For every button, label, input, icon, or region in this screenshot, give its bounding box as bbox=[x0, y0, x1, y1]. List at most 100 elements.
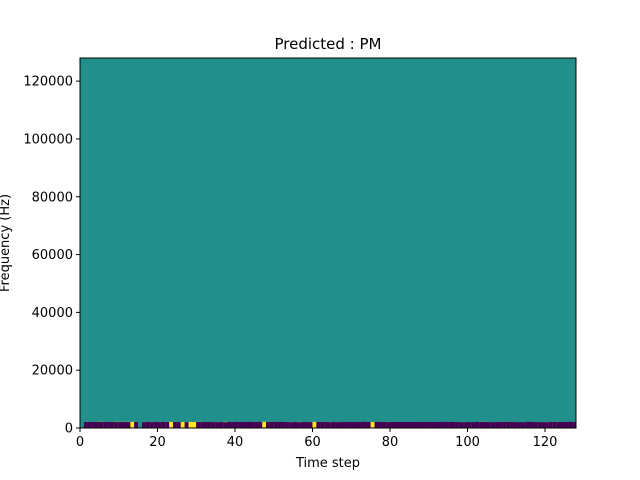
low-value-cell bbox=[238, 422, 243, 428]
low-value-cell bbox=[362, 421, 367, 428]
x-axis-label: Time step bbox=[295, 456, 360, 471]
low-value-cell bbox=[196, 422, 201, 428]
low-value-cell bbox=[328, 422, 332, 428]
low-value-cell bbox=[405, 422, 410, 428]
low-value-cell bbox=[498, 421, 503, 428]
low-value-cell bbox=[242, 421, 247, 428]
low-value-cell bbox=[227, 422, 232, 428]
low-value-cell bbox=[560, 422, 565, 428]
low-value-cell bbox=[432, 422, 437, 428]
low-value-cell bbox=[339, 422, 344, 428]
low-value-cell bbox=[483, 422, 487, 428]
low-value-cell bbox=[548, 421, 553, 428]
low-value-cell bbox=[165, 422, 170, 428]
low-value-cell bbox=[161, 421, 166, 428]
high-value-cell bbox=[192, 422, 197, 428]
low-value-cell bbox=[266, 422, 270, 428]
low-value-cell bbox=[215, 422, 220, 428]
low-value-cell bbox=[382, 422, 387, 428]
x-tick-label: 40 bbox=[227, 435, 244, 450]
low-value-cell bbox=[235, 421, 239, 428]
low-value-cell bbox=[452, 422, 456, 428]
low-value-cell bbox=[122, 422, 127, 428]
low-value-cell bbox=[467, 422, 472, 428]
plot-frame bbox=[79, 57, 577, 429]
y-tick-label: 100000 bbox=[23, 132, 73, 147]
low-value-cell bbox=[184, 422, 189, 428]
low-value-cell bbox=[335, 422, 340, 428]
y-tick-label: 80000 bbox=[32, 190, 73, 205]
low-value-cell bbox=[297, 422, 301, 428]
low-value-cell bbox=[448, 422, 452, 428]
x-axis: 0 20 40 60 80 100 120 bbox=[76, 428, 558, 450]
low-value-cell bbox=[552, 422, 557, 428]
low-value-cell bbox=[564, 422, 569, 428]
low-value-cell bbox=[316, 422, 321, 428]
high-value-cell bbox=[169, 422, 173, 428]
low-value-cell bbox=[471, 422, 476, 428]
low-value-cell bbox=[324, 421, 328, 428]
low-value-cell bbox=[424, 422, 429, 428]
low-value-cell bbox=[409, 422, 414, 428]
low-value-cell bbox=[134, 422, 139, 428]
x-tick-label: 80 bbox=[382, 435, 399, 450]
low-value-cell bbox=[486, 422, 491, 428]
y-tick-label: 60000 bbox=[32, 248, 73, 263]
low-value-cell bbox=[355, 422, 359, 428]
low-value-cell bbox=[393, 422, 398, 428]
low-value-cell bbox=[401, 422, 406, 428]
low-value-cell bbox=[111, 421, 115, 428]
chart-title: Predicted : PM bbox=[275, 35, 382, 53]
low-value-cell bbox=[258, 421, 263, 428]
low-value-cell bbox=[374, 422, 379, 428]
low-value-cell bbox=[343, 422, 348, 428]
low-value-cell bbox=[285, 422, 290, 428]
y-tick-label: 0 bbox=[65, 422, 73, 437]
low-value-cell bbox=[428, 422, 433, 428]
low-value-cell bbox=[114, 422, 119, 428]
low-value-cell bbox=[211, 422, 216, 428]
low-value-cell bbox=[545, 422, 549, 428]
low-value-cell bbox=[173, 422, 177, 428]
low-value-cell bbox=[331, 422, 336, 428]
low-value-cell bbox=[126, 422, 131, 428]
low-value-cell bbox=[246, 421, 251, 428]
low-value-cell bbox=[91, 421, 96, 428]
low-value-cell bbox=[459, 422, 464, 428]
low-value-cell bbox=[421, 422, 425, 428]
low-value-cell bbox=[87, 422, 92, 428]
low-value-cell bbox=[277, 422, 282, 428]
low-value-cell bbox=[289, 422, 294, 428]
low-value-cell bbox=[99, 422, 104, 428]
low-value-cell bbox=[250, 421, 255, 428]
plot-area bbox=[79, 57, 577, 429]
x-tick-label: 20 bbox=[149, 435, 166, 450]
low-value-cell bbox=[444, 422, 449, 428]
low-value-cell bbox=[231, 422, 235, 428]
low-value-cell bbox=[514, 422, 518, 428]
x-tick-label: 120 bbox=[533, 435, 558, 450]
high-value-cell bbox=[370, 422, 375, 428]
heatmap-cells bbox=[83, 421, 576, 428]
low-value-cell bbox=[142, 422, 146, 428]
low-value-cell bbox=[568, 422, 573, 428]
low-value-cell bbox=[506, 421, 511, 428]
high-value-cell bbox=[180, 422, 185, 428]
high-value-cell bbox=[262, 421, 266, 428]
low-value-cell bbox=[525, 421, 530, 428]
low-value-cell bbox=[118, 422, 123, 428]
low-value-cell bbox=[254, 421, 259, 428]
y-tick-label: 40000 bbox=[32, 306, 73, 321]
high-value-cell bbox=[130, 421, 135, 428]
low-value-cell bbox=[455, 422, 460, 428]
low-value-cell bbox=[308, 422, 313, 428]
low-value-cell bbox=[436, 422, 441, 428]
low-value-cell bbox=[219, 422, 224, 428]
low-value-cell bbox=[223, 422, 228, 428]
low-value-cell bbox=[304, 422, 309, 428]
low-value-cell bbox=[475, 422, 480, 428]
low-value-cell bbox=[479, 422, 483, 428]
low-value-cell bbox=[529, 421, 534, 428]
x-tick-label: 0 bbox=[76, 435, 84, 450]
